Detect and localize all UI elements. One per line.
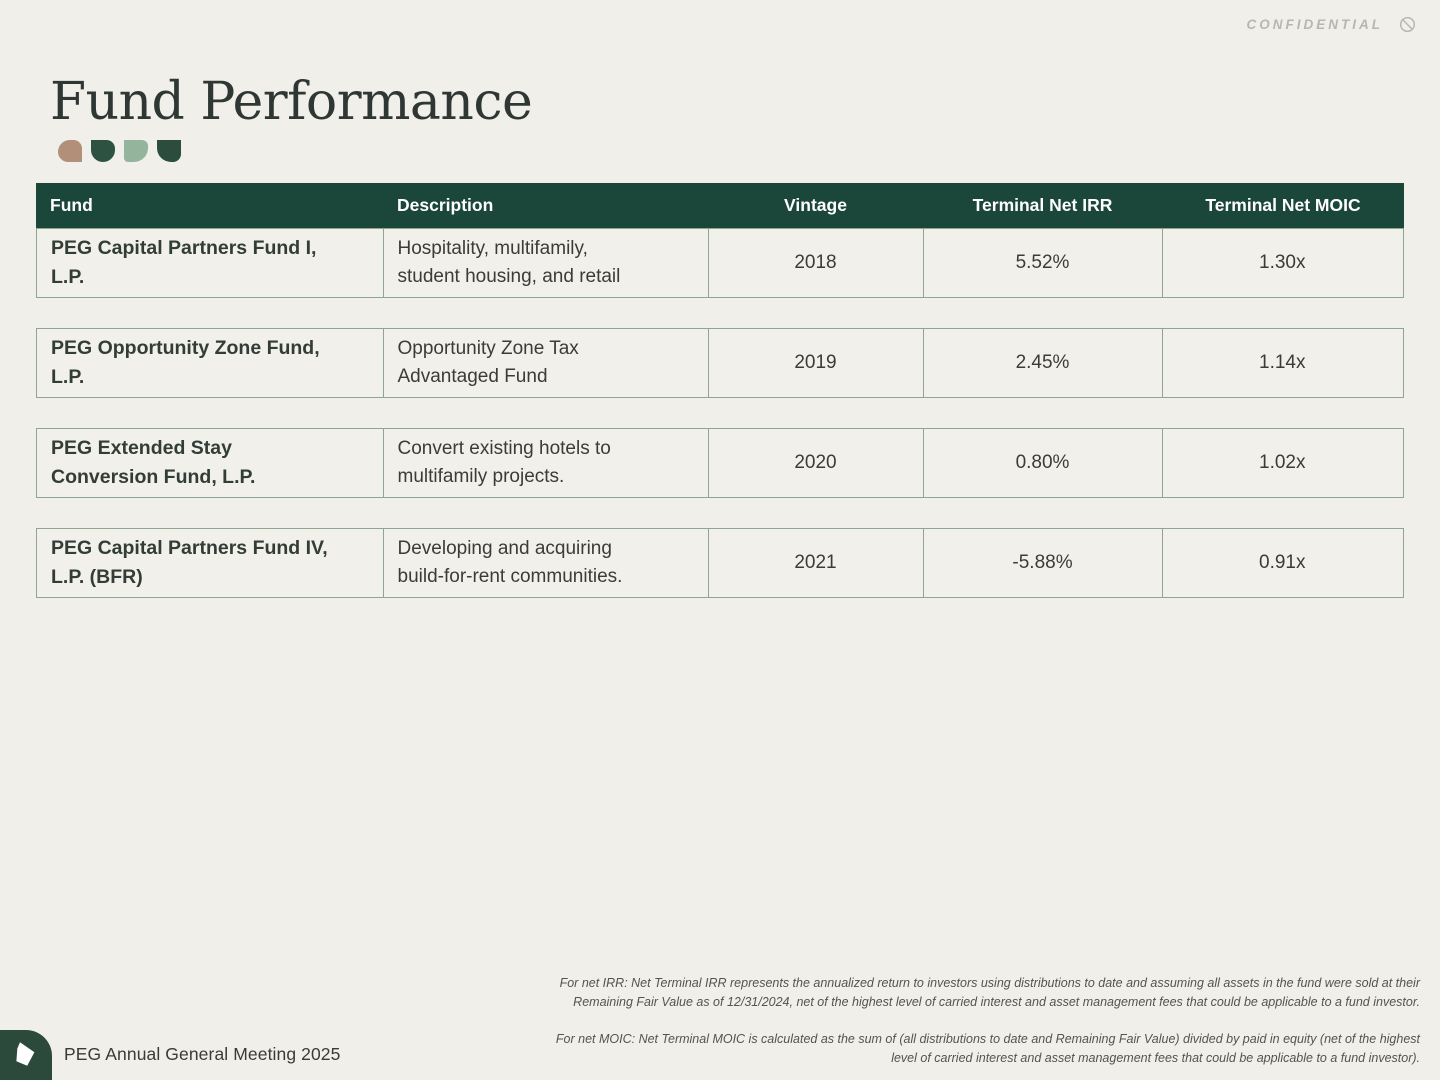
leaf-icon-dark-green (91, 140, 115, 162)
cell-description: Opportunity Zone Tax Advantaged Fund (382, 329, 708, 397)
cell-terminal-net-moic: 1.30x (1161, 229, 1403, 297)
column-header-description: Description (397, 195, 494, 215)
prohibition-icon (1399, 16, 1416, 33)
column-header-terminal-net-moic: Terminal Net MOIC (1205, 195, 1361, 215)
page-title: Fund Performance (50, 72, 533, 132)
cell-fund-name: PEG Capital Partners Fund I, L.P. (51, 236, 317, 288)
cell-vintage: 2018 (707, 229, 923, 297)
cell-terminal-net-irr: -5.88% (922, 529, 1162, 597)
column-header-fund: Fund (50, 195, 93, 215)
table-row: PEG Capital Partners Fund IV, L.P. (BFR)… (36, 528, 1404, 598)
footnote-net-irr: For net IRR: Net Terminal IRR represents… (559, 976, 1420, 1010)
cell-vintage: 2021 (707, 529, 923, 597)
cell-vintage: 2019 (707, 329, 923, 397)
column-header-vintage: Vintage (784, 195, 847, 215)
cell-fund-name: PEG Capital Partners Fund IV, L.P. (BFR) (51, 536, 328, 588)
cell-vintage: 2020 (707, 429, 923, 497)
title-accent-leaves (58, 140, 181, 162)
leaf-icon-tan (58, 140, 82, 162)
table-row: PEG Extended Stay Conversion Fund, L.P. … (36, 428, 1404, 498)
table-header-row: Fund Description Vintage Terminal Net IR… (36, 183, 1404, 228)
cell-fund-name: PEG Extended Stay Conversion Fund, L.P. (51, 436, 256, 488)
fund-performance-table: Fund Description Vintage Terminal Net IR… (36, 183, 1404, 598)
cell-terminal-net-irr: 0.80% (922, 429, 1162, 497)
table-row: PEG Opportunity Zone Fund, L.P. Opportun… (36, 328, 1404, 398)
column-header-terminal-net-irr: Terminal Net IRR (972, 195, 1113, 215)
cell-terminal-net-moic: 0.91x (1161, 529, 1403, 597)
cell-terminal-net-irr: 5.52% (922, 229, 1162, 297)
leaf-icon-sage (124, 140, 148, 162)
cell-terminal-net-moic: 1.14x (1161, 329, 1403, 397)
footer-meeting-title: PEG Annual General Meeting 2025 (64, 1044, 341, 1064)
cell-fund-name: PEG Opportunity Zone Fund, L.P. (51, 336, 320, 388)
peg-logo-tab (0, 1030, 52, 1080)
leaf-icon-forest-green (157, 140, 181, 162)
footnote-net-moic: For net MOIC: Net Terminal MOIC is calcu… (555, 1031, 1420, 1066)
footnotes: For net IRR: Net Terminal IRR represents… (510, 974, 1420, 1069)
cell-description: Convert existing hotels to multifamily p… (382, 429, 708, 497)
table-row: PEG Capital Partners Fund I, L.P. Hospit… (36, 228, 1404, 298)
cell-terminal-net-irr: 2.45% (922, 329, 1162, 397)
cell-description: Hospitality, multifamily, student housin… (382, 229, 708, 297)
cell-terminal-net-moic: 1.02x (1161, 429, 1403, 497)
confidential-label: CONFIDENTIAL (1246, 17, 1383, 32)
peg-leaf-logo-icon (15, 1042, 34, 1066)
cell-description: Developing and acquiring build-for-rent … (382, 529, 708, 597)
confidential-banner: CONFIDENTIAL (1247, 16, 1417, 33)
